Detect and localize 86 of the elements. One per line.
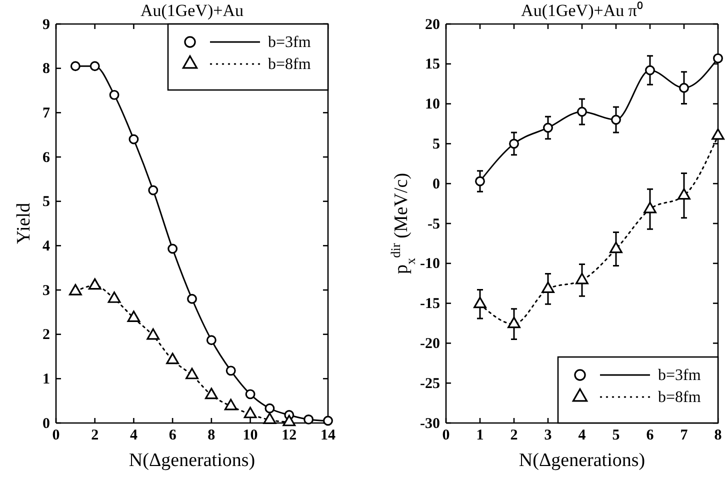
point xyxy=(610,242,622,254)
point xyxy=(577,106,587,117)
point xyxy=(146,328,160,340)
point xyxy=(474,296,486,308)
y-tick-label: 15 xyxy=(425,56,440,73)
point xyxy=(128,134,139,144)
point xyxy=(186,368,198,380)
point xyxy=(475,176,485,186)
x-tick-label: 8 xyxy=(208,428,216,444)
y-tick-label: 2 xyxy=(42,327,50,344)
legend-label: b=3fm xyxy=(268,34,312,51)
legend-label: b=3fm xyxy=(658,367,702,384)
point xyxy=(713,53,723,64)
y-tick-label: 10 xyxy=(425,96,440,113)
y-tick-label: -15 xyxy=(420,296,440,312)
x-tick-label: 6 xyxy=(646,428,654,444)
point xyxy=(224,398,238,410)
x-tick-label: 3 xyxy=(544,428,552,444)
point xyxy=(244,406,257,418)
y-tick-label: 5 xyxy=(42,194,50,210)
x-tick-label: 4 xyxy=(578,428,586,444)
x-tick-label: 10 xyxy=(242,428,258,444)
y-tick-label: 4 xyxy=(42,238,50,254)
point xyxy=(109,90,120,100)
point xyxy=(204,388,218,400)
point xyxy=(645,65,655,76)
point xyxy=(611,114,621,125)
chart-title: Au(1GeV)+Au xyxy=(140,1,244,20)
point xyxy=(108,292,121,303)
x-tick-label: 14 xyxy=(320,428,336,444)
y-tick-label: 6 xyxy=(42,150,50,166)
point xyxy=(543,122,553,133)
x-tick-label: 2 xyxy=(91,428,99,444)
y-tick-label: 1 xyxy=(42,371,50,388)
point xyxy=(168,244,178,254)
point xyxy=(70,61,80,72)
chart-title: Au(1GeV)+Au π⁰ xyxy=(521,1,643,20)
point xyxy=(678,188,690,200)
y-tick-label: 0 xyxy=(42,416,50,432)
point xyxy=(187,294,197,304)
y-tick-label: -25 xyxy=(420,376,440,392)
point xyxy=(576,272,588,284)
point xyxy=(712,128,724,140)
x-tick-label: 5 xyxy=(612,428,620,444)
y-axis-title: Yield xyxy=(14,202,34,244)
point xyxy=(226,366,236,376)
legend-label: b=8fm xyxy=(658,389,702,406)
x-tick-label: 2 xyxy=(510,428,518,444)
point xyxy=(166,352,180,364)
point xyxy=(263,412,276,424)
point xyxy=(644,202,656,214)
y-tick-label: -10 xyxy=(420,256,440,272)
y-tick-label: 20 xyxy=(425,16,440,33)
point xyxy=(245,389,256,400)
point xyxy=(509,138,519,149)
x-tick-label: 7 xyxy=(680,428,688,444)
point xyxy=(508,316,520,328)
y-tick-label: -30 xyxy=(420,416,440,432)
point xyxy=(148,185,158,196)
x-axis-title: N(Δgenerations) xyxy=(128,450,256,471)
legend-label: b=8fm xyxy=(268,56,312,73)
y-tick-label: -5 xyxy=(428,216,440,232)
point xyxy=(88,278,102,290)
y-tick-label: 7 xyxy=(42,105,50,122)
point xyxy=(679,82,689,93)
point xyxy=(304,414,314,424)
x-axis-title: N(Δgenerations) xyxy=(518,450,646,471)
x-tick-label: 8 xyxy=(714,428,722,444)
y-tick-label: 8 xyxy=(42,61,50,78)
y-tick-label: 0 xyxy=(432,176,440,192)
point xyxy=(542,282,554,293)
point xyxy=(127,310,140,322)
x-tick-label: 12 xyxy=(282,428,297,444)
point xyxy=(68,284,82,296)
point xyxy=(264,403,275,414)
x-tick-label: 1 xyxy=(476,428,484,444)
point xyxy=(206,335,216,346)
y-tick-label: 3 xyxy=(42,282,50,299)
point xyxy=(282,414,296,426)
x-tick-label: 6 xyxy=(168,428,177,444)
y-tick-label: 5 xyxy=(432,136,440,152)
y-tick-label: 9 xyxy=(42,16,50,33)
point xyxy=(90,61,100,72)
x-tick-label: 4 xyxy=(130,428,138,444)
y-tick-label: -20 xyxy=(420,336,440,352)
point xyxy=(323,416,333,426)
